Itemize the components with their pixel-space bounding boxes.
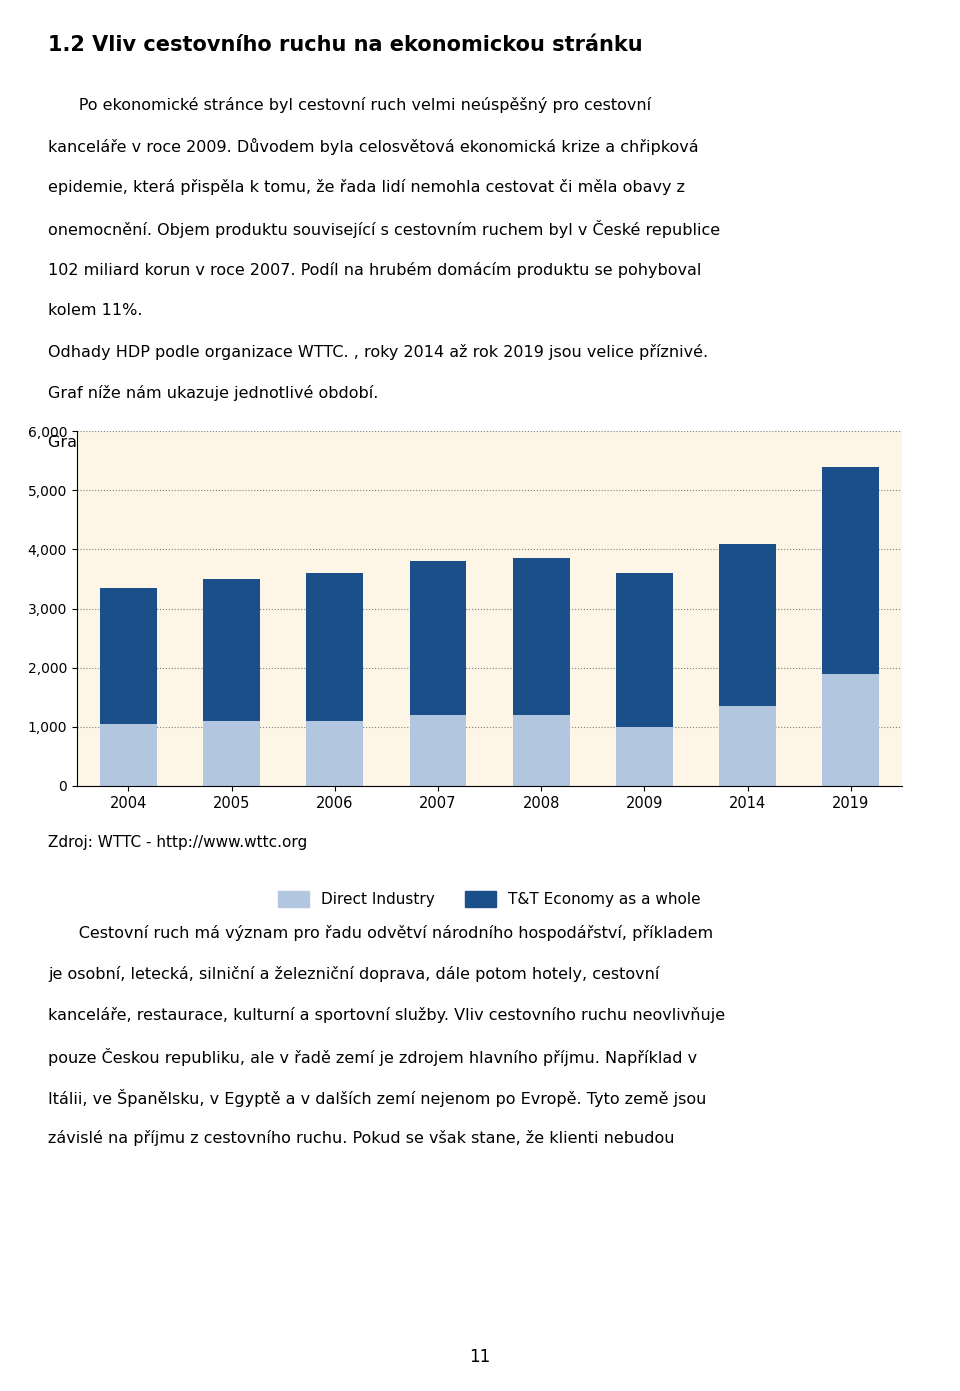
Bar — [100, 588, 156, 723]
Bar — [823, 467, 879, 673]
Bar — [823, 673, 879, 786]
Bar — [513, 715, 569, 786]
Text: kolem 11%.: kolem 11%. — [48, 302, 142, 317]
Text: kanceláře v roce 2009. Důvodem byla celosvětová ekonomická krize a chřipková: kanceláře v roce 2009. Důvodem byla celo… — [48, 138, 699, 156]
Text: 11: 11 — [469, 1348, 491, 1366]
Text: 1.2 Vliv cestovního ruchu na ekonomickou stránku: 1.2 Vliv cestovního ruchu na ekonomickou… — [48, 35, 642, 54]
Text: kanceláře, restaurace, kulturní a sportovní služby. Vliv cestovního ruchu neovli: kanceláře, restaurace, kulturní a sporto… — [48, 1007, 725, 1024]
Text: závislé na příjmu z cestovního ruchu. Pokud se však stane, že klienti nebudou: závislé na příjmu z cestovního ruchu. Po… — [48, 1129, 675, 1146]
Legend: Direct Industry, T&T Economy as a whole: Direct Industry, T&T Economy as a whole — [273, 885, 707, 912]
Bar — [100, 723, 156, 786]
Bar — [616, 726, 673, 786]
Text: Po ekonomické stránce byl cestovní ruch velmi neúspěšný pro cestovní: Po ekonomické stránce byl cestovní ruch … — [48, 97, 651, 114]
Bar — [513, 558, 569, 715]
Text: Itálii, ve Španělsku, v Egyptě a v dalších zemí nejenom po Evropě. Tyto země jso: Itálii, ve Španělsku, v Egyptě a v další… — [48, 1089, 707, 1107]
Text: Graf č. 1: Hrubý domácí produkt odvětví cestovního ruchu v mld. dolarů: Graf č. 1: Hrubý domácí produkt odvětví … — [48, 433, 628, 449]
Bar — [306, 573, 363, 721]
Bar — [410, 715, 467, 786]
Bar — [616, 573, 673, 726]
Text: je osobní, letecká, silniční a železniční doprava, dále potom hotely, cestovní: je osobní, letecká, silniční a železničn… — [48, 965, 660, 982]
Text: Zdroj: WTTC - http://www.wttc.org: Zdroj: WTTC - http://www.wttc.org — [48, 835, 307, 850]
Text: onemocnění. Objem produktu související s cestovním ruchem byl v České republice: onemocnění. Objem produktu související s… — [48, 220, 720, 238]
Bar — [306, 721, 363, 786]
Bar — [719, 544, 776, 707]
Bar — [204, 579, 260, 721]
Bar — [204, 721, 260, 786]
Bar — [410, 561, 467, 715]
Text: 102 miliard korun v roce 2007. Podíl na hrubém domácím produktu se pohyboval: 102 miliard korun v roce 2007. Podíl na … — [48, 262, 702, 278]
Text: Cestovní ruch má význam pro řadu odvětví národního hospodářství, příkladem: Cestovní ruch má význam pro řadu odvětví… — [48, 925, 713, 942]
Text: Graf níže nám ukazuje jednotlivé období.: Graf níže nám ukazuje jednotlivé období. — [48, 384, 378, 401]
Text: pouze Českou republiku, ale v řadě zemí je zdrojem hlavního příjmu. Například v: pouze Českou republiku, ale v řadě zemí … — [48, 1049, 697, 1066]
Bar — [719, 707, 776, 786]
Text: epidemie, která přispěla k tomu, že řada lidí nemohla cestovat či měla obavy z: epidemie, která přispěla k tomu, že řada… — [48, 179, 685, 196]
Text: Odhady HDP podle organizace WTTC. , roky 2014 až rok 2019 jsou velice příznivé.: Odhady HDP podle organizace WTTC. , roky… — [48, 344, 708, 360]
